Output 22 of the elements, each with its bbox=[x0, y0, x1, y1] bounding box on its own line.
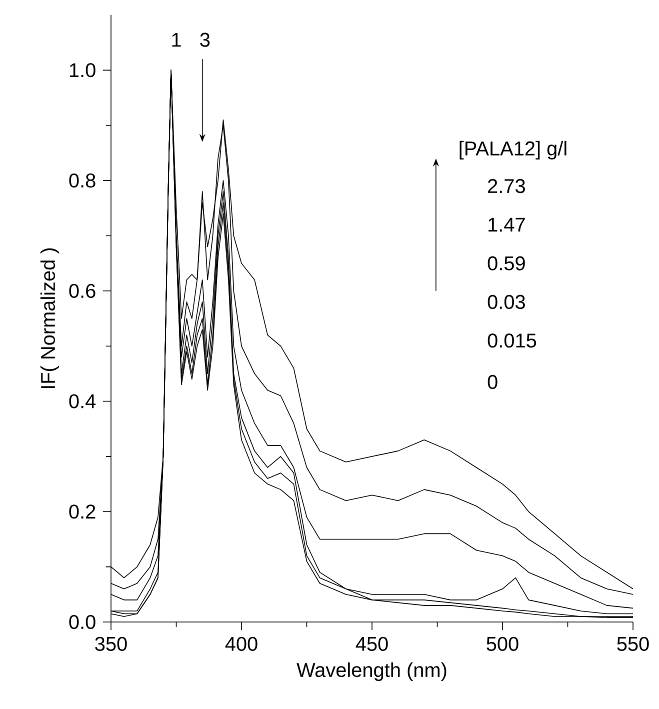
y-tick-label: 0.2 bbox=[69, 504, 96, 519]
y-tick-label: 0.4 bbox=[69, 394, 96, 408]
annotation: 0.015 bbox=[488, 334, 536, 348]
annotation: 1 bbox=[172, 32, 181, 47]
y-tick-label: 0.6 bbox=[69, 284, 96, 298]
annotation: 0 bbox=[488, 374, 498, 390]
x-tick-label: 350 bbox=[95, 636, 127, 651]
x-tick-label: 550 bbox=[617, 636, 649, 651]
annotation: 3 bbox=[200, 32, 210, 47]
y-tick-label: 0.8 bbox=[69, 173, 96, 188]
x-tick-label: 400 bbox=[225, 636, 258, 651]
x-tick-label: 500 bbox=[486, 636, 518, 651]
y-tick-label: 1.0 bbox=[70, 63, 96, 78]
annotation: 1.47 bbox=[488, 218, 525, 232]
annotation: 0.03 bbox=[488, 294, 525, 309]
y-tick-label: 0.0 bbox=[69, 614, 96, 630]
annotation: 0.59 bbox=[488, 256, 525, 270]
x-axis-title: Wavelength (nm) bbox=[296, 662, 446, 682]
annotation: [PALA12] g/l bbox=[460, 140, 566, 160]
y-axis-title: IF( Normalized ) bbox=[40, 248, 59, 388]
x-tick-label: 450 bbox=[356, 636, 388, 651]
annotation: 2.73 bbox=[488, 179, 525, 194]
